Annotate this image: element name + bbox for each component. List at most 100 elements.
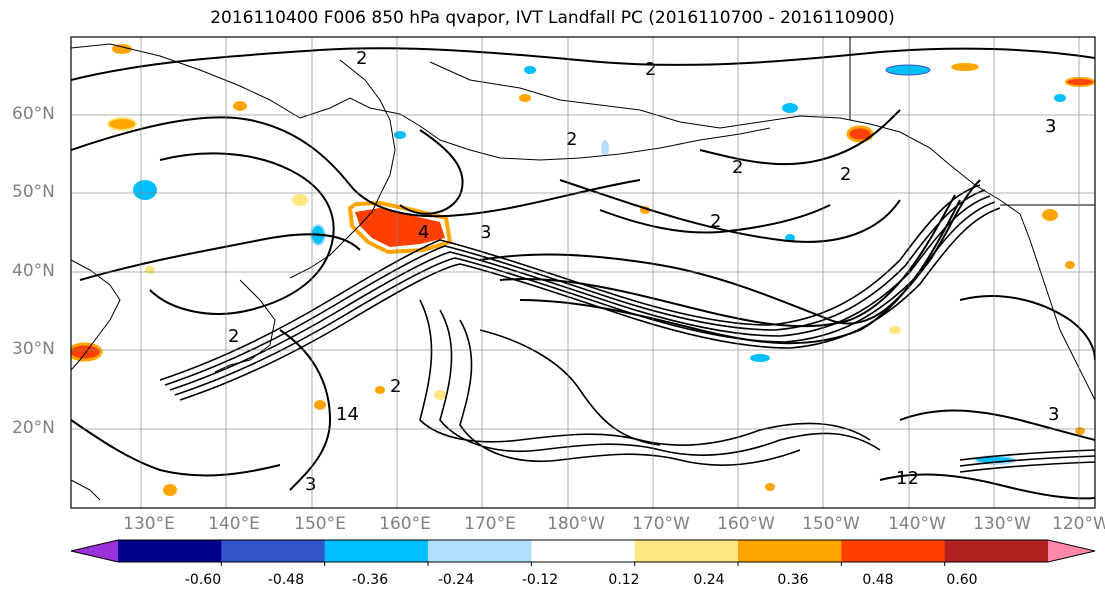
blue-patch (133, 180, 157, 200)
colorbar-tick-label: -0.12 (521, 572, 559, 588)
lon-label: 140°E (208, 514, 260, 534)
ivt-contour (479, 329, 661, 446)
coastline-aleutian (439, 127, 771, 161)
coastline-philippines (71, 479, 101, 501)
blue-patch (394, 131, 406, 139)
orange-patch (314, 400, 326, 410)
coastline-alaska (429, 61, 1021, 215)
contour-label: 2 (840, 164, 851, 185)
contour-label: 14 (336, 404, 359, 425)
contour-line (499, 194, 956, 328)
colorbar-tick-label: 0.36 (777, 572, 809, 588)
colorbar-segment (221, 540, 326, 562)
lat-label: 30°N (12, 339, 55, 359)
colorbar-outline (70, 539, 1096, 563)
lat-label: 20°N (12, 418, 55, 438)
contour-line (71, 116, 641, 218)
colorbar-tick-label: 0.48 (862, 572, 894, 588)
orange-patch (951, 63, 979, 71)
contour-line (599, 204, 831, 234)
contour-line (149, 152, 335, 315)
lat-label: 40°N (12, 261, 55, 281)
contour-label: 3 (1045, 116, 1056, 137)
contour-label: 2 (228, 326, 239, 347)
orange-patch (112, 44, 132, 54)
ivt-contour (164, 189, 986, 386)
blue-patch (1054, 94, 1066, 102)
orange-patch (107, 117, 137, 131)
contour-label: 3 (1048, 404, 1059, 425)
lon-label: 150°W (802, 514, 860, 534)
lon-label: 160°E (379, 514, 431, 534)
lon-label: 150°E (294, 514, 346, 534)
orange-patch (1065, 77, 1095, 87)
ivt-contour (174, 201, 996, 396)
colorbar-segment (428, 540, 532, 562)
orange-patch (163, 484, 177, 496)
plot-frame (70, 36, 1096, 509)
lon-label: 140°W (888, 514, 946, 534)
map-title: 2016110400 F006 850 hPa qvapor, IVT Land… (210, 8, 895, 28)
colorbar-tick-label: 0.60 (946, 572, 978, 588)
contour-line (71, 419, 281, 477)
blue-patch (885, 64, 931, 76)
blue-patch (782, 103, 798, 113)
blue-patch (601, 140, 609, 156)
contour-label: 3 (480, 222, 491, 243)
orange-patch (765, 483, 775, 491)
colorbar-segment (324, 540, 429, 562)
lat-label: 50°N (12, 182, 55, 202)
contour-line (899, 409, 1095, 441)
ivt-contour (959, 455, 1095, 467)
lon-label: 170°W (632, 514, 690, 534)
contour-line (79, 233, 361, 281)
colorbar-segment (944, 540, 1049, 562)
yellow-patch (434, 390, 446, 400)
orange-patch (355, 208, 445, 247)
ivt-contour (459, 319, 801, 466)
ivt-contour (159, 184, 981, 381)
orange-patch (1075, 427, 1085, 435)
colorbar-segment (531, 540, 636, 562)
coastline-japan (214, 279, 276, 373)
ivt-contour (419, 299, 871, 446)
orange-patch (71, 342, 103, 362)
coastline-korea-china (71, 259, 121, 371)
coastline-asia (71, 43, 441, 141)
lon-label: 120°W (1052, 514, 1105, 534)
ivt-contour (179, 207, 1001, 401)
ivt-band-contours (159, 184, 1095, 473)
contour-line (959, 295, 1095, 361)
coastline-kuril (289, 211, 373, 279)
gridlines (71, 37, 1095, 508)
colorbar-tick-label: -0.36 (351, 572, 389, 588)
colorbar-segment (118, 540, 222, 562)
blue-patch (750, 354, 770, 362)
lon-label: 180°W (547, 514, 605, 534)
colorbar-tick-label: 0.24 (693, 572, 725, 588)
yellow-patch (292, 194, 308, 206)
lon-label: 130°W (973, 514, 1031, 534)
coastline-north-america (1019, 213, 1095, 401)
data-layer: 2 2 2 2 2 2 3 4 14 2 3 2 12 3 3 (71, 37, 1095, 501)
ivt-contour (959, 449, 1095, 461)
lon-label: 160°W (717, 514, 775, 534)
plot-background (71, 37, 1095, 508)
contours (71, 47, 1095, 500)
colorbar-segment (841, 540, 946, 562)
ivt-contour (959, 461, 1095, 473)
contour-line (71, 47, 1095, 81)
contour-label: 4 (418, 222, 429, 243)
contour-label: 12 (896, 468, 919, 489)
colorbar-segment (634, 540, 739, 562)
blue-patch (524, 66, 536, 74)
yellow-patch (889, 326, 901, 334)
ivt-contour (169, 195, 991, 391)
ivt-contour (439, 309, 881, 456)
colorbar-tick-label: 0.12 (608, 572, 640, 588)
orange-patch (1065, 261, 1075, 269)
contour-line (399, 129, 464, 215)
contour-line (699, 109, 901, 166)
orange-patch (233, 101, 247, 111)
